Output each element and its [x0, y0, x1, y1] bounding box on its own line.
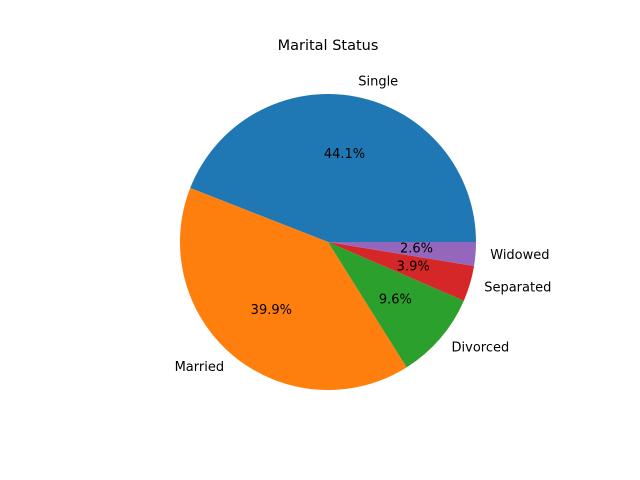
pie-labels: Single 44.1% Married 39.9% Divorced 9.6% Separ… [175, 75, 552, 375]
pie-slice-single [190, 93, 476, 242]
pct-label-married: 39.9% [251, 303, 292, 318]
pie-slice-married [179, 188, 407, 391]
slice-label-married: Married [175, 360, 225, 375]
slice-label-separated: Separated [484, 280, 551, 295]
slice-label-divorced: Divorced [452, 341, 510, 356]
pie-slice-widowed [328, 242, 476, 267]
pct-label-widowed: 2.6% [400, 242, 433, 257]
slice-label-single: Single [358, 75, 398, 90]
pct-label-divorced: 9.6% [379, 292, 412, 307]
pct-label-separated: 3.9% [397, 260, 430, 275]
pie-slice-separated [328, 242, 475, 301]
slice-label-widowed: Widowed [490, 248, 549, 263]
chart-title: Marital Status [278, 38, 379, 54]
pie-slice-divorced [328, 242, 464, 368]
pct-label-single: 44.1% [324, 147, 365, 162]
pie-slices [179, 93, 476, 391]
